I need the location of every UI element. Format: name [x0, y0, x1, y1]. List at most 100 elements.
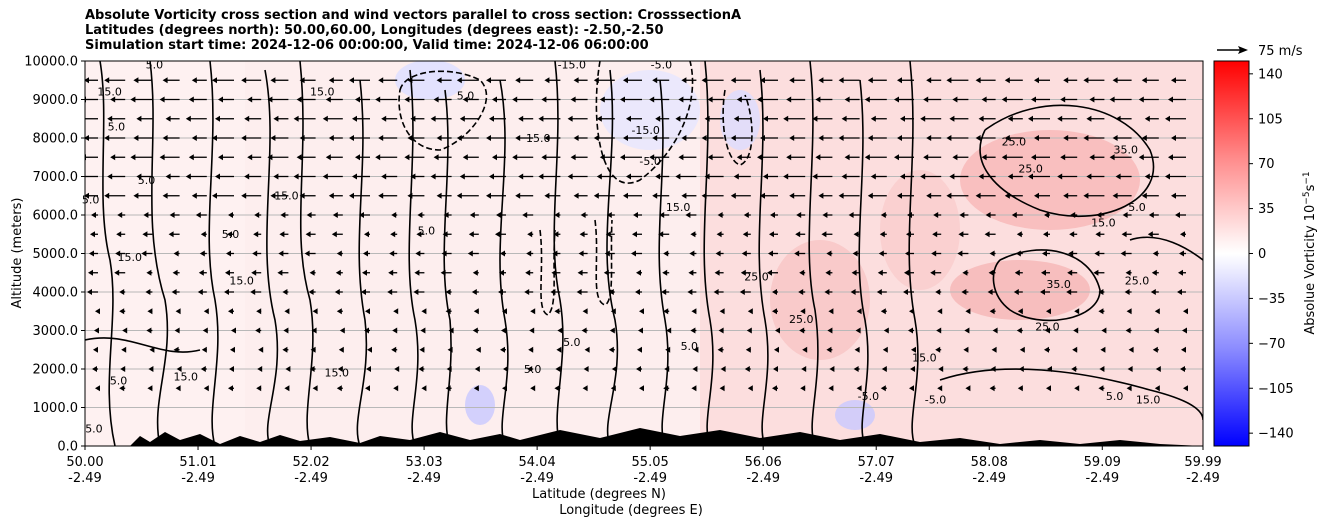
contour-line [808, 61, 819, 446]
wind-vector [946, 192, 952, 199]
wind-vector [117, 212, 123, 218]
wind-vector [486, 135, 491, 141]
contour-line [758, 69, 769, 446]
wind-vector [946, 135, 952, 141]
wind-vector [544, 135, 550, 141]
wind-vector [623, 192, 628, 199]
wind-vector [322, 173, 328, 180]
wind-vector [690, 327, 696, 334]
wind-vector [582, 308, 588, 315]
wind-vector [421, 308, 427, 315]
wind-vector [812, 115, 818, 122]
wind-vector [93, 346, 98, 353]
wind-vector [957, 250, 963, 257]
wind-vector [349, 77, 354, 84]
wind-vector [462, 154, 468, 161]
wind-vector [923, 96, 929, 103]
wind-vector [841, 115, 847, 122]
x-tick-label-latitude: 51.01 [179, 455, 216, 470]
wind-vector [815, 96, 821, 103]
wind-vector [852, 250, 858, 257]
chart-title-line-3: Simulation start time: 2024-12-06 00:00:… [85, 38, 649, 53]
wind-vector [85, 77, 89, 84]
contour-label: 5.0 [1128, 201, 1146, 214]
wind-vector [623, 135, 628, 141]
wind-vector [367, 346, 372, 353]
wind-vector [681, 77, 687, 84]
colorbar [1213, 60, 1250, 447]
wind-vector [467, 250, 473, 257]
wind-vector [420, 327, 426, 334]
wind-vector [390, 231, 396, 238]
wind-vector [883, 327, 889, 334]
wind-vector [1152, 250, 1158, 257]
wind-vector [949, 115, 955, 122]
wind-vector [730, 135, 736, 141]
wind-vector [1004, 77, 1010, 84]
wind-vector [1100, 346, 1106, 353]
wind-vector [174, 327, 180, 334]
wind-vector [609, 327, 615, 334]
wind-vector [963, 346, 969, 353]
wind-vector [336, 385, 342, 392]
wind-vector [946, 77, 952, 84]
chart-title-line-2: Latitudes (degrees north): 50.00,60.00, … [85, 23, 664, 38]
wind-vector [772, 385, 777, 392]
wind-vector [524, 289, 530, 295]
colorbar-tick-label: −35 [1258, 292, 1285, 307]
wind-vector [334, 289, 340, 295]
wind-vector [496, 212, 501, 218]
wind-vector [436, 192, 442, 199]
wind-vector [254, 212, 260, 218]
wind-vector [332, 212, 338, 218]
contour-label: 5.0 [457, 90, 475, 103]
wind-vector [987, 289, 993, 295]
wind-vector [393, 308, 399, 315]
wind-vector [495, 231, 500, 238]
wind-vector [599, 96, 605, 103]
wind-vector [430, 115, 436, 122]
wind-vector [107, 173, 113, 180]
wind-vector [1063, 135, 1069, 141]
wind-vector [1171, 135, 1176, 141]
wind-vector [1171, 192, 1176, 199]
wind-vector [909, 308, 914, 315]
wind-vector [856, 385, 862, 392]
wind-vector [104, 77, 110, 84]
wind-vector [162, 77, 168, 84]
wind-vector [573, 135, 579, 141]
wind-vector [544, 77, 550, 84]
wind-vector [529, 327, 535, 334]
wind-vector [606, 212, 612, 218]
wind-vector [1165, 115, 1170, 122]
wind-vector [1067, 269, 1073, 276]
wind-vector [554, 212, 560, 218]
wind-vector [518, 173, 524, 180]
wind-vector [768, 250, 773, 257]
wind-vector [867, 77, 873, 84]
contour-label: 5.0 [1106, 390, 1124, 403]
x-tick-label-latitude: 57.07 [858, 455, 895, 470]
wind-vector [445, 308, 451, 315]
wind-vector [693, 346, 699, 353]
y-tick-label: 8000.0 [33, 132, 79, 147]
wind-vector [526, 250, 532, 257]
wind-vector [910, 366, 915, 372]
wind-vector [798, 289, 804, 295]
wind-vector [931, 250, 937, 257]
wind-vector [985, 212, 991, 218]
wind-vector [459, 173, 465, 180]
wind-vector [165, 115, 171, 122]
wind-vector [1072, 346, 1078, 353]
wind-vector [365, 308, 370, 315]
wind-vector [255, 327, 261, 334]
wind-vector [1122, 212, 1128, 218]
y-axis-label: Altitude (meters) [10, 198, 25, 309]
wind-vector [1046, 308, 1051, 315]
wind-vector [414, 269, 420, 276]
wind-vector [975, 192, 981, 199]
wind-vector [365, 385, 370, 392]
wind-vector [649, 154, 655, 161]
wind-vector [1041, 269, 1046, 276]
wind-vector [864, 154, 870, 161]
